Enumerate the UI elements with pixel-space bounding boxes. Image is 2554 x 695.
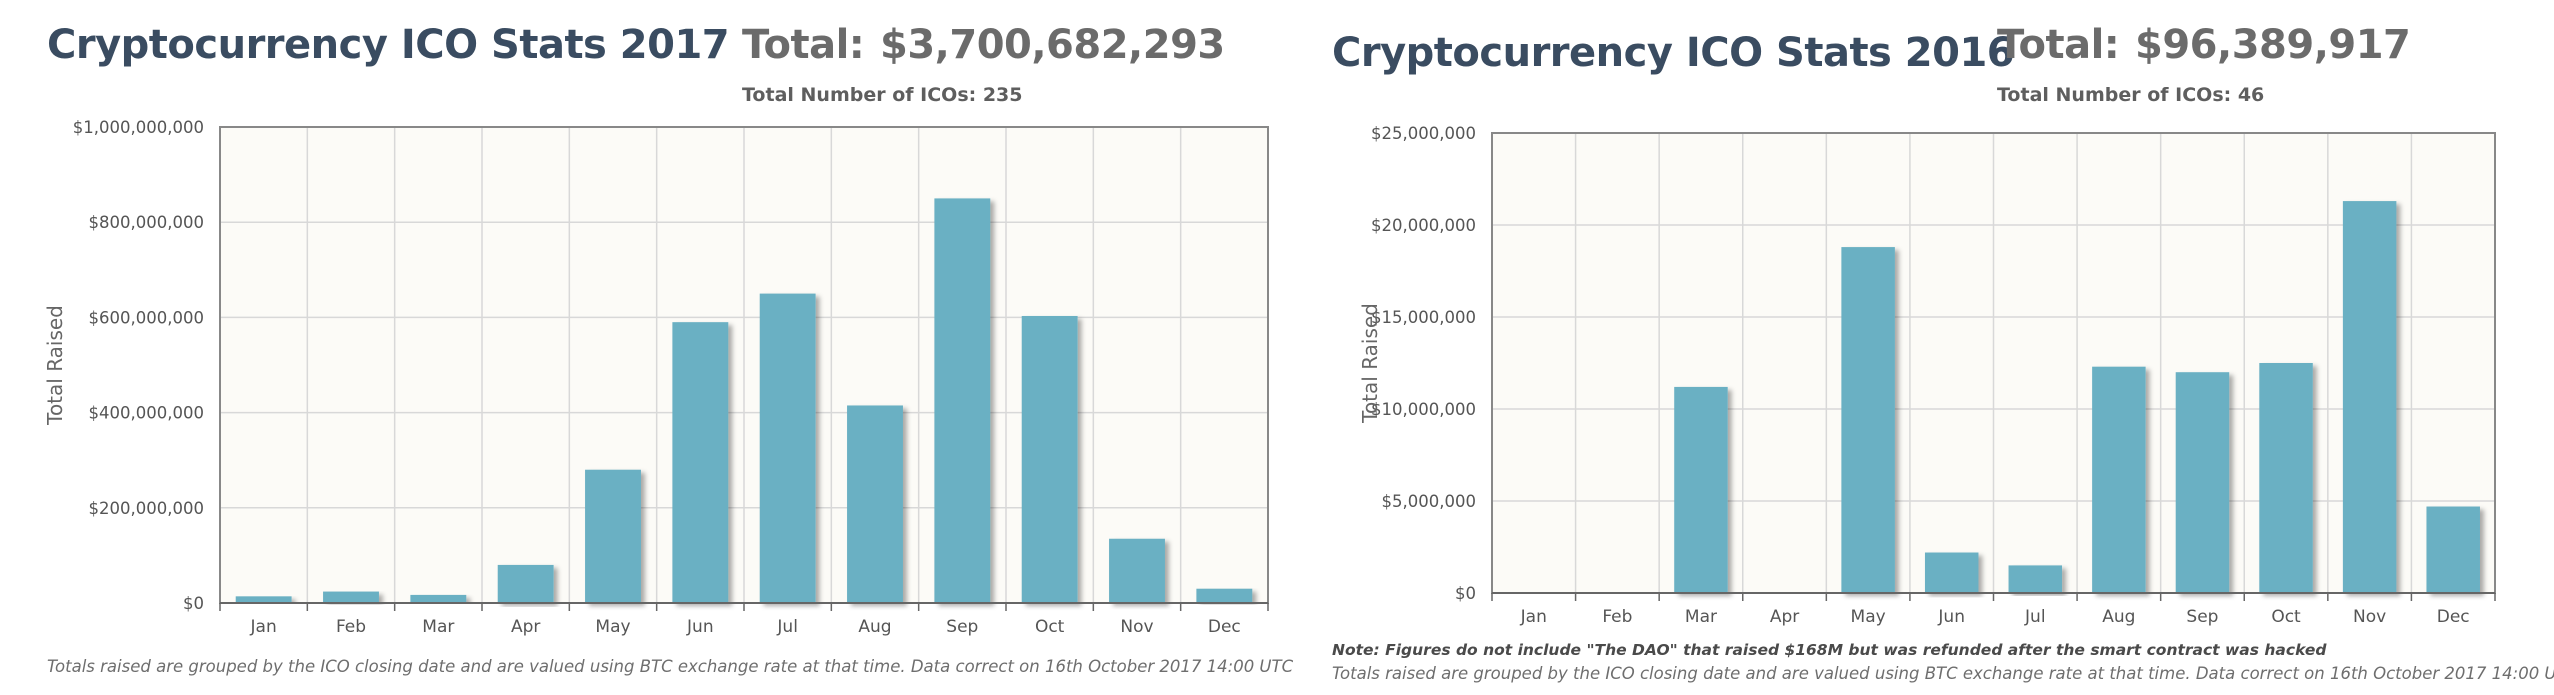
x-tick-label: Feb <box>336 617 366 637</box>
bar-mar[interactable] <box>410 594 467 603</box>
x-tick-label: Apr <box>1770 607 1799 627</box>
total-value: $96,389,917 <box>2135 22 2411 68</box>
bar-mar[interactable] <box>1674 386 1728 593</box>
bar-sep[interactable] <box>934 198 991 603</box>
bar-aug[interactable] <box>847 405 903 603</box>
bar-nov[interactable] <box>2342 201 2397 593</box>
x-tick-label: Jun <box>686 617 714 637</box>
y-tick-label: $400,000,000 <box>89 404 204 423</box>
x-tick-label: Sep <box>2186 607 2218 627</box>
x-tick-label: Jun <box>1937 607 1965 627</box>
x-tick-label: May <box>595 617 630 637</box>
y-tick-label: $800,000,000 <box>89 213 204 232</box>
bar-jul[interactable] <box>759 293 816 603</box>
total-label: Total: <box>742 22 865 68</box>
chart-title: Cryptocurrency ICO Stats 2016 <box>1332 30 2015 76</box>
bar-jan[interactable] <box>235 596 292 603</box>
bar-jun[interactable] <box>672 322 729 603</box>
y-tick-label: $0 <box>1455 584 1476 603</box>
x-tick-label: Oct <box>1035 617 1065 637</box>
x-tick-label: Apr <box>511 617 540 637</box>
x-tick-label: Jul <box>776 617 798 637</box>
x-tick-label: Nov <box>2353 607 2386 627</box>
chart-title: Cryptocurrency ICO Stats 2017 <box>47 22 730 68</box>
bar-chart-2017: $0 $200,000,000 $400,000,000 $600,000,000 $8… <box>43 118 1269 637</box>
x-tick-label: Mar <box>1685 607 1717 627</box>
y-axis-title: Total Raised <box>43 305 67 426</box>
footnote: Totals raised are grouped by the ICO clo… <box>47 657 1294 676</box>
y-axis-title: Total Raised <box>1358 303 1382 424</box>
total-value: $3,700,682,293 <box>880 22 1225 68</box>
bar-may[interactable] <box>1841 247 1895 593</box>
bar-nov[interactable] <box>1109 538 1165 603</box>
ico-count: Total Number of ICOs: 235 <box>742 84 1023 106</box>
total-label: Total: <box>1997 22 2120 68</box>
y-tick-label: $20,000,000 <box>1371 216 1476 235</box>
x-tick-label: Sep <box>946 617 978 637</box>
bar-apr[interactable] <box>497 564 554 603</box>
x-tick-label: Aug <box>858 617 891 637</box>
x-tick-label: Nov <box>1120 617 1153 637</box>
dao-note: Note: Figures do not include "The DAO" t… <box>1332 641 2327 659</box>
x-tick-label: Oct <box>2271 607 2301 627</box>
x-tick-label: Jan <box>1520 607 1547 627</box>
x-tick-label: Dec <box>1208 617 1241 637</box>
chart-panel-2016: Cryptocurrency ICO Stats 2016 Total: $96… <box>1315 0 2554 695</box>
footnote: Totals raised are grouped by the ICO clo… <box>1332 664 2554 683</box>
ico-count: Total Number of ICOs: 46 <box>1997 84 2265 106</box>
y-tick-label: $25,000,000 <box>1371 124 1476 143</box>
bar-dec[interactable] <box>2426 506 2480 593</box>
chart-panel-2017: Cryptocurrency ICO Stats 2017 Total: $3,… <box>43 22 1294 676</box>
x-tick-label: Dec <box>2437 607 2470 627</box>
y-tick-label: $0 <box>183 594 204 613</box>
bar-dec[interactable] <box>1196 588 1253 603</box>
y-tick-label: $600,000,000 <box>89 308 204 327</box>
bar-jun[interactable] <box>1924 552 1979 593</box>
x-tick-label: Jul <box>2024 607 2046 627</box>
y-tick-label: $15,000,000 <box>1371 308 1476 327</box>
bar-chart-2016: $0 $5,000,000 $10,000,000 $15,000,000 $20,00… <box>1358 124 2496 627</box>
x-tick-label: Mar <box>422 617 454 637</box>
y-tick-label: $1,000,000,000 <box>73 118 204 137</box>
bar-jul[interactable] <box>2008 565 2063 593</box>
bar-feb[interactable] <box>323 591 379 603</box>
bar-may[interactable] <box>585 469 641 603</box>
bar-aug[interactable] <box>2092 366 2146 593</box>
y-tick-label: $5,000,000 <box>1382 492 1476 511</box>
x-tick-label: Aug <box>2102 607 2135 627</box>
bar-oct[interactable] <box>1021 315 1078 603</box>
y-tick-label: $200,000,000 <box>89 499 204 518</box>
bar-sep[interactable] <box>2175 372 2230 593</box>
y-tick-label: $10,000,000 <box>1371 400 1476 419</box>
bar-oct[interactable] <box>2259 363 2313 593</box>
x-tick-label: Feb <box>1602 607 1632 627</box>
x-tick-label: May <box>1851 607 1886 627</box>
x-tick-label: Jan <box>250 617 277 637</box>
